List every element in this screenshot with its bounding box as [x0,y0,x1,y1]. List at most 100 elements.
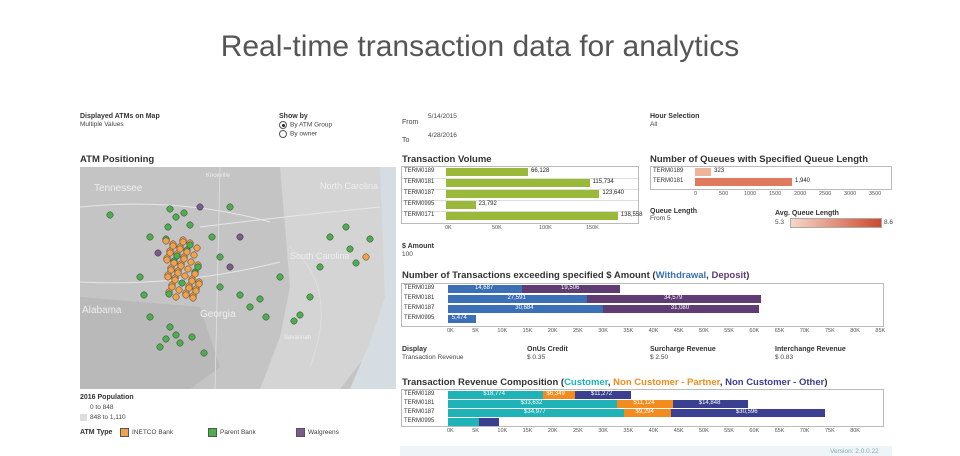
atm-marker[interactable] [200,349,208,357]
atm-marker[interactable] [193,244,201,252]
onus-credit-value[interactable]: $ 0.35 [527,354,546,361]
atm-marker[interactable] [194,263,202,271]
volume-bar[interactable]: 23,792 [446,201,497,209]
atm-marker[interactable] [326,233,334,241]
atm-marker[interactable] [183,248,191,256]
volume-chart[interactable]: TERM0189 66,128 TERM0181 115,734 TERM0187 123… [401,166,643,224]
atm-marker[interactable] [276,273,284,281]
atm-marker[interactable] [136,273,144,281]
queue-bar[interactable]: 323 [695,168,724,176]
withdrawal-bar[interactable]: 30,684 [448,305,603,313]
atm-marker[interactable] [195,280,203,288]
atm-marker[interactable] [366,235,374,243]
atm-marker[interactable] [236,233,244,241]
atm-marker[interactable] [246,303,254,311]
atm-marker[interactable] [146,233,154,241]
atm-marker[interactable] [226,203,234,211]
atm-marker[interactable] [185,284,193,292]
hour-selection-value[interactable]: All [650,121,658,128]
atm-marker[interactable] [140,291,148,299]
atm-marker[interactable] [216,283,224,291]
surcharge-value[interactable]: $ 2.50 [650,354,669,361]
atm-marker[interactable] [262,313,270,321]
atm-marker[interactable] [316,263,324,271]
atm-marker[interactable] [236,291,244,299]
customer-revenue-bar[interactable] [448,418,480,426]
exceed-chart[interactable]: TERM0189 14,687 19,506 TERM0181 27,591 34,579… [401,283,884,327]
atm-marker[interactable] [290,317,298,325]
atm-marker[interactable] [162,237,170,245]
volume-bar[interactable]: 66,128 [446,168,549,176]
atm-marker[interactable] [181,272,189,280]
amount-value[interactable]: 100 [402,251,413,258]
atm-marker[interactable] [164,223,172,231]
show-by-option-group[interactable]: By ATM Group [279,121,332,129]
atm-marker[interactable] [180,209,188,217]
atm-marker[interactable] [226,263,234,271]
atm-marker[interactable] [179,238,187,246]
partner-revenue-bar[interactable]: $11,124 [617,400,674,408]
deposit-bar[interactable]: 34,579 [586,295,762,303]
partner-revenue-bar[interactable]: $9,294 [624,409,671,417]
atm-marker[interactable] [166,205,174,213]
radio-icon[interactable] [279,130,287,138]
atm-marker[interactable] [176,339,184,347]
legend-inetco[interactable]: INETCO Bank [120,428,173,437]
atm-marker[interactable] [188,277,196,285]
atm-marker[interactable] [346,245,354,253]
atm-marker[interactable] [174,269,182,277]
queue-length-value[interactable]: From 5 [650,215,671,222]
atm-marker[interactable] [182,291,190,299]
atm-marker[interactable] [173,252,181,260]
atm-marker[interactable] [167,266,175,274]
atm-marker[interactable] [170,259,178,267]
atm-marker[interactable] [163,256,171,264]
atm-marker[interactable] [176,245,184,253]
atm-marker[interactable] [156,343,164,351]
withdrawal-bar[interactable]: 5,474 [448,315,476,323]
legend-walgreens[interactable]: Walgreens [296,428,339,437]
atm-marker[interactable] [162,335,170,343]
atm-marker[interactable] [306,293,314,301]
atm-marker[interactable] [196,203,204,211]
other-revenue-bar[interactable] [479,418,500,426]
atm-marker[interactable] [168,283,176,291]
customer-revenue-bar[interactable]: $33,632 [448,400,618,408]
atm-marker[interactable] [189,294,197,302]
volume-bar[interactable]: 138,558 [446,212,643,220]
atm-marker[interactable] [164,273,172,281]
volume-bar[interactable]: 115,734 [446,179,614,187]
atm-marker[interactable] [175,286,183,294]
atm-marker[interactable] [146,313,154,321]
atm-map[interactable]: Tennessee North Carolina South Carolina … [80,167,396,389]
atm-marker[interactable] [165,290,173,298]
deposit-bar[interactable]: 19,506 [521,285,621,293]
other-revenue-bar[interactable]: $14,848 [673,400,749,408]
interchange-value[interactable]: $ 0.83 [775,354,794,361]
customer-revenue-bar[interactable]: $34,977 [448,409,625,417]
radio-selected-icon[interactable] [279,121,287,129]
show-by-option-owner[interactable]: By owner [279,130,317,138]
queues-chart[interactable]: TERM0189 323 TERM0181 1,940 [650,166,892,190]
withdrawal-bar[interactable]: 14,687 [448,285,522,293]
atm-marker[interactable] [178,279,186,287]
atm-marker[interactable] [180,255,188,263]
atm-marker[interactable] [184,265,192,273]
composition-chart[interactable]: TERM0189 $18,774 $6,349 $11,272 TERM0181 $33,… [401,389,884,427]
atm-marker[interactable] [186,241,194,249]
atm-marker[interactable] [172,331,180,339]
atm-marker[interactable] [256,295,264,303]
other-revenue-bar[interactable]: $30,596 [670,409,825,417]
queue-bar[interactable]: 1,940 [695,178,810,186]
atm-marker[interactable] [192,287,200,295]
atm-marker[interactable] [169,242,177,250]
atm-marker[interactable] [172,213,180,221]
atm-marker[interactable] [216,253,224,261]
atm-marker[interactable] [154,249,162,257]
other-revenue-bar[interactable]: $11,272 [574,391,632,399]
deposit-bar[interactable]: 31,080 [602,305,759,313]
atm-marker[interactable] [296,311,304,319]
display-value[interactable]: Transaction Revenue [402,354,464,361]
from-date[interactable]: 5/14/2015 [428,113,457,120]
atm-marker[interactable] [187,258,195,266]
